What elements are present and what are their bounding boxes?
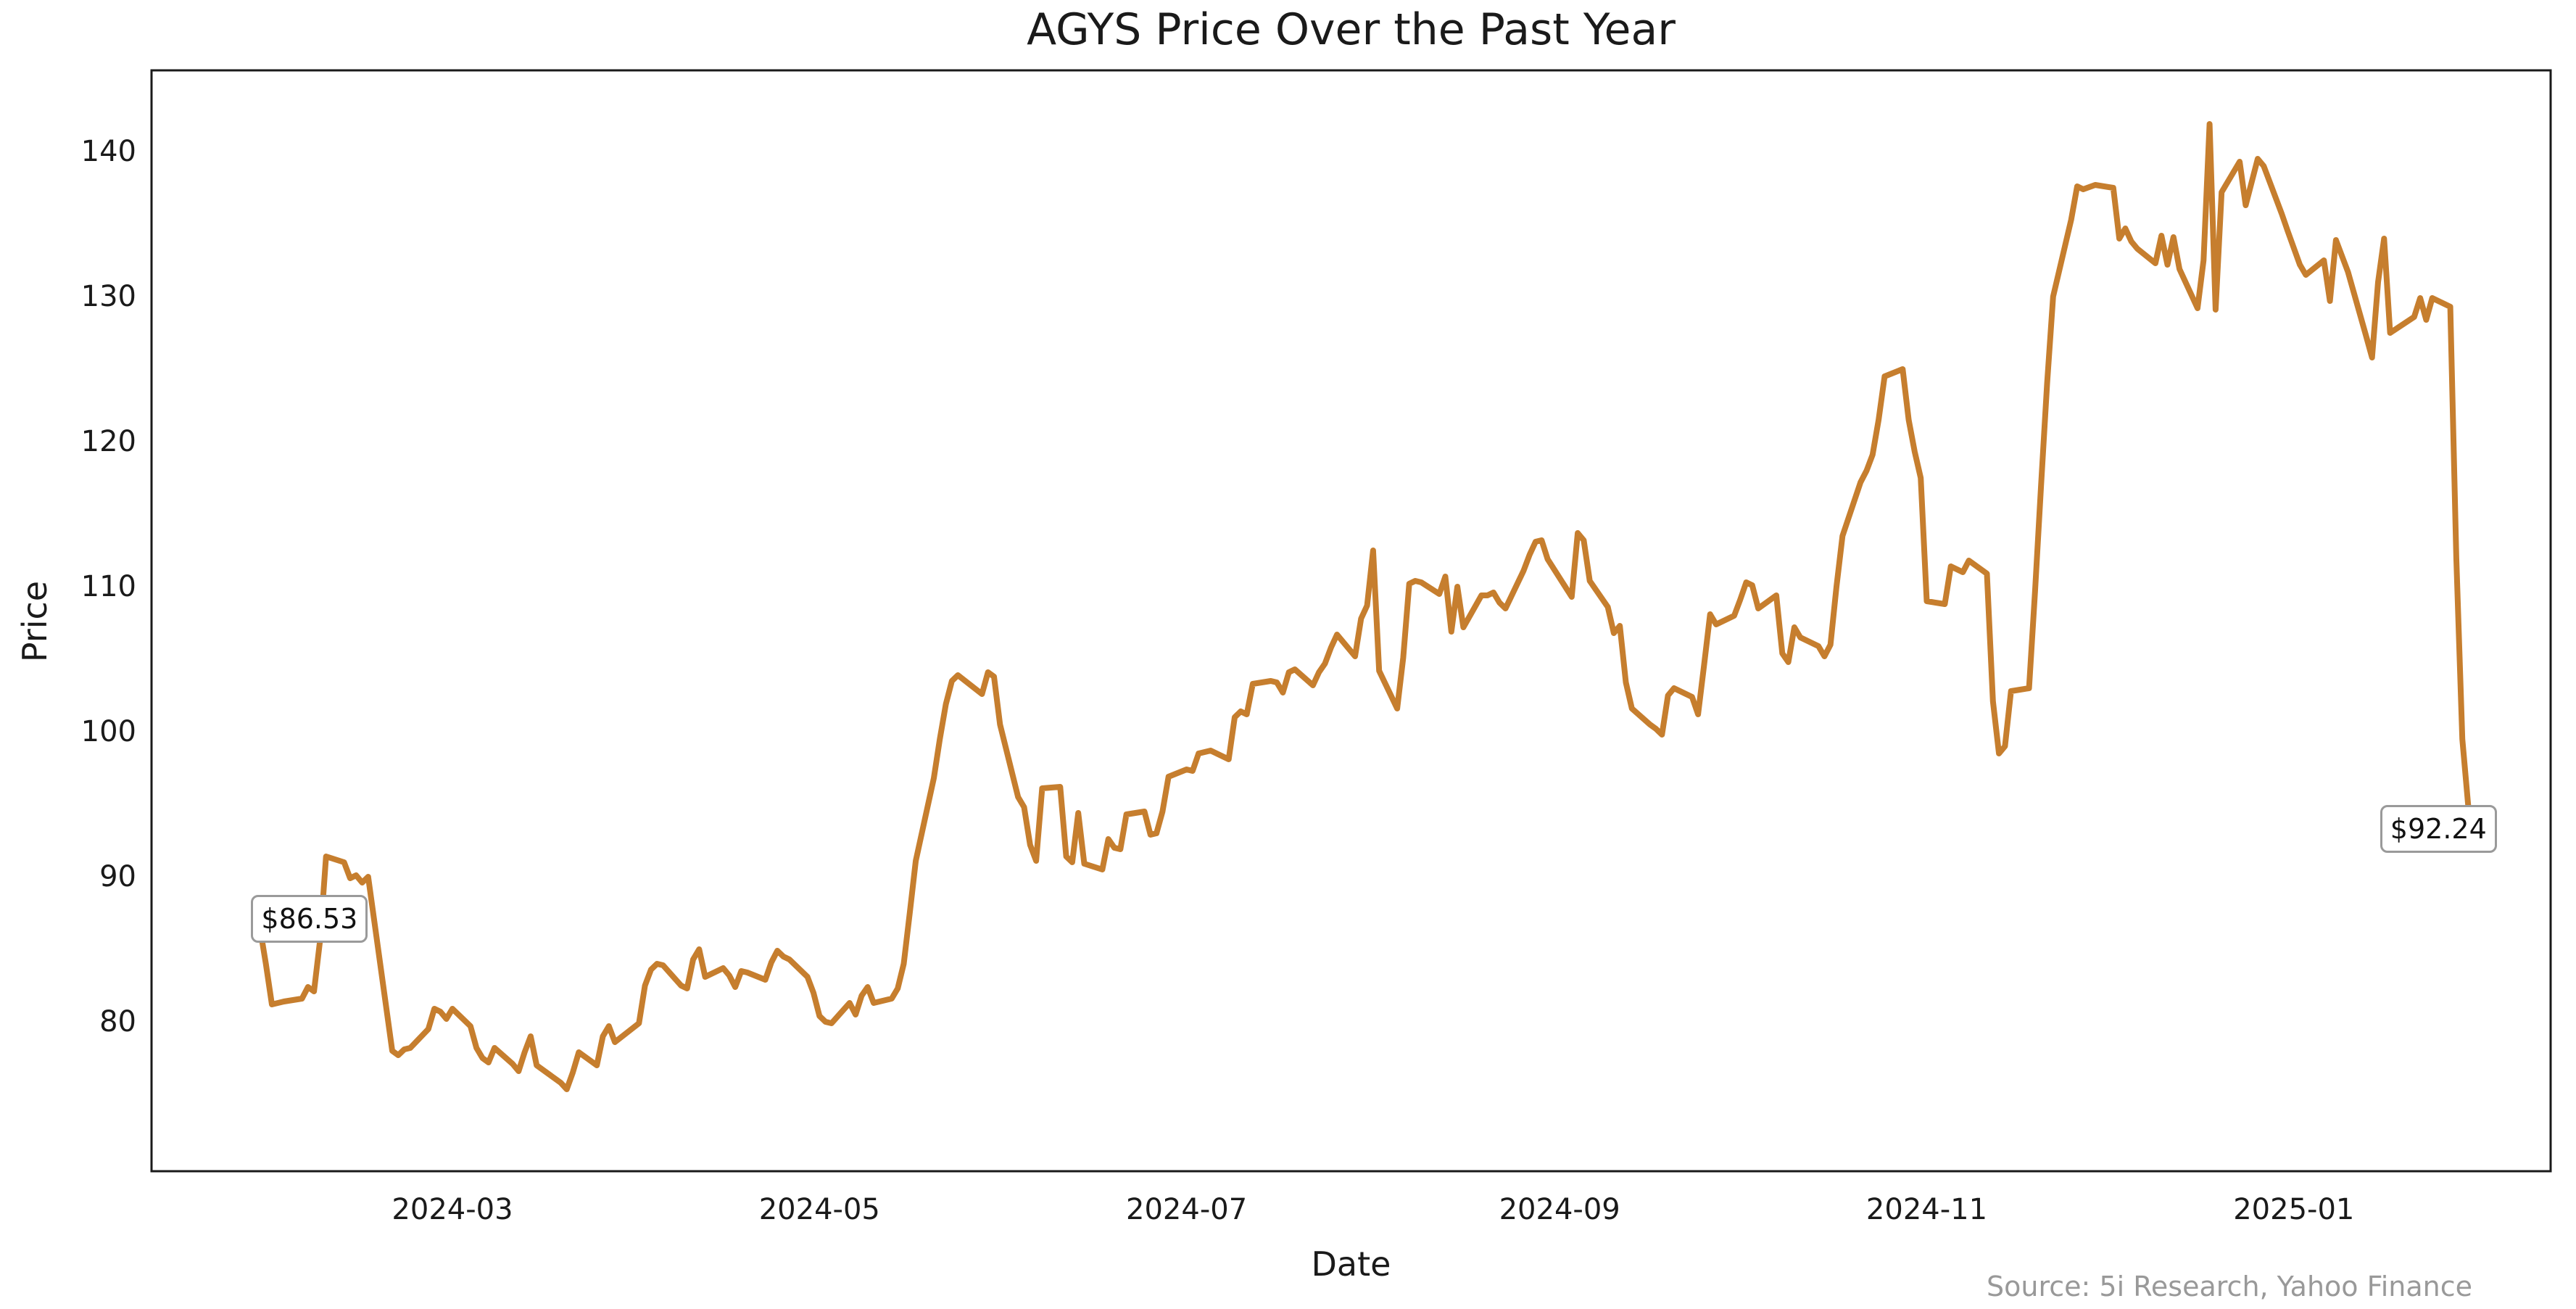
x-tick-label: 2024-09 [1499, 1193, 1620, 1226]
x-tick-label: 2024-03 [392, 1193, 513, 1226]
end-price-annotation: $92.24 [2380, 805, 2497, 854]
y-tick-label: 100 [80, 715, 136, 748]
start-price-annotation: $86.53 [251, 895, 368, 943]
price-line [257, 121, 2477, 1092]
y-tick-label: 80 [99, 1005, 136, 1038]
x-tick-label: 2024-07 [1126, 1193, 1248, 1226]
y-tick-label: 110 [80, 570, 136, 603]
y-axis-label: Price [15, 580, 54, 663]
source-credit: Source: 5i Research, Yahoo Finance [1987, 1271, 2472, 1302]
chart-title: AGYS Price Over the Past Year [1027, 4, 1676, 55]
y-tick-label: 140 [80, 135, 136, 168]
x-tick-label: 2024-11 [1865, 1193, 1988, 1226]
y-tick-label: 120 [80, 425, 136, 458]
y-tick-label: 130 [80, 280, 136, 313]
plot-border [150, 69, 2552, 1173]
x-tick-label: 2025-01 [2233, 1193, 2355, 1226]
x-tick-label: 2024-05 [758, 1193, 880, 1226]
y-tick-label: 90 [99, 860, 136, 893]
x-axis-label: Date [1311, 1244, 1391, 1284]
